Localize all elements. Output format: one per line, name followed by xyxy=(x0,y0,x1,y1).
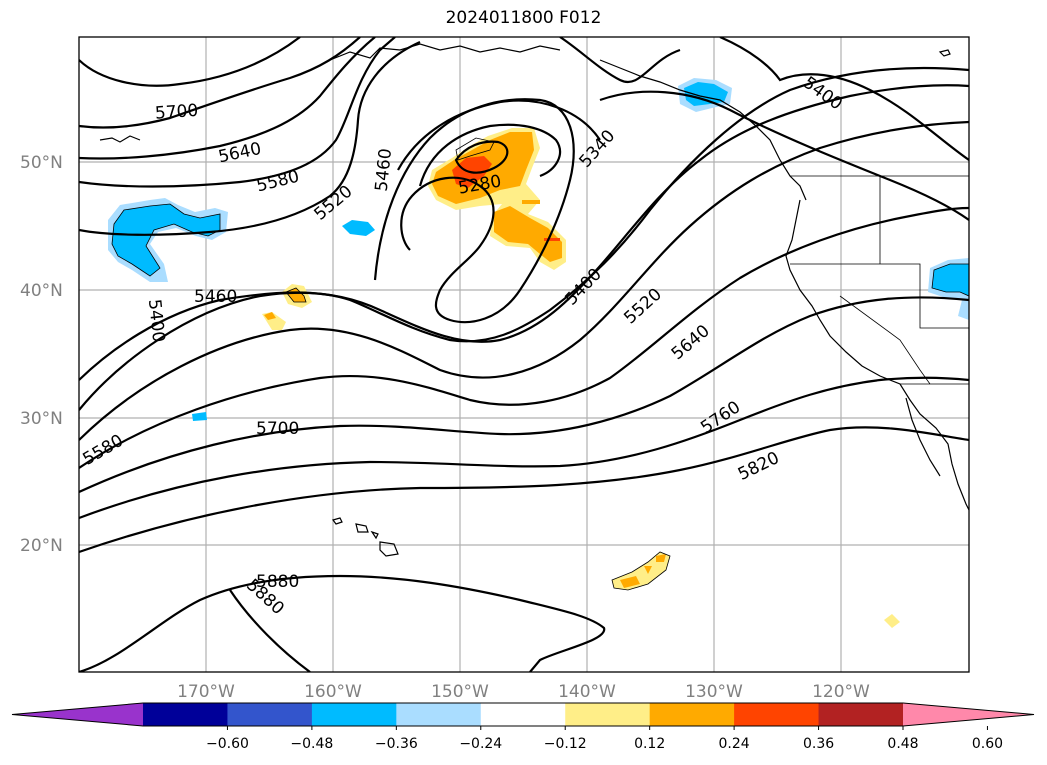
lat-label: 30°N xyxy=(20,409,63,429)
latitude-labels: 50°N 40°N 30°N 20°N xyxy=(20,153,63,556)
colorbar-box xyxy=(143,703,228,726)
colorbar-tick-label: −0.48 xyxy=(290,736,333,752)
orange-patch-2 xyxy=(264,312,276,320)
colorbar-box xyxy=(818,703,904,726)
lat-label: 50°N xyxy=(20,153,63,173)
colorbar-box xyxy=(565,703,651,726)
colorbar-box xyxy=(311,703,397,726)
colorbar-tick-label: −0.36 xyxy=(375,736,418,752)
lon-label: 160°W xyxy=(304,682,362,702)
orange-patch-3 xyxy=(620,576,640,588)
contour-label: 5580 xyxy=(79,431,126,470)
red-streak xyxy=(544,238,560,241)
lon-label: 120°W xyxy=(812,682,870,702)
lon-label: 150°W xyxy=(431,682,489,702)
colorbar: −0.60 −0.48 −0.36 −0.24 −0.12 0.12 0.24 0.36 0.4… xyxy=(11,702,1035,752)
colorbar-extend-high xyxy=(903,703,1034,726)
contour-label: 5880 xyxy=(256,572,299,592)
blue-patch-tiny xyxy=(192,412,207,421)
contour-label: 5340 xyxy=(576,126,620,172)
contour-label: 5460 xyxy=(194,287,237,307)
field-outlines xyxy=(111,137,969,591)
contour-label: 5400 xyxy=(144,298,168,343)
colorbar-box xyxy=(227,703,313,726)
colorbar-box xyxy=(734,703,820,726)
yellow-patch-4 xyxy=(884,614,900,628)
shaded-fields xyxy=(108,78,969,628)
contour-label: 5700 xyxy=(256,419,299,439)
colorbar-box xyxy=(396,703,482,726)
contour-label: 5400 xyxy=(561,265,605,310)
contour-label: 5760 xyxy=(697,397,744,438)
contour-label: 5460 xyxy=(372,147,396,192)
map-frame xyxy=(78,36,970,673)
contour-label: 5640 xyxy=(217,139,263,168)
colorbar-tick-label: 0.60 xyxy=(972,736,1003,752)
lon-label: 130°W xyxy=(685,682,743,702)
colorbar-box xyxy=(480,703,566,726)
colorbar-outline xyxy=(11,702,1035,727)
lat-label: 20°N xyxy=(20,536,63,556)
colorbar-tick-label: 0.24 xyxy=(719,736,750,752)
orange-bit xyxy=(522,200,540,204)
colorbar-tick-label: 0.48 xyxy=(887,736,918,752)
colorbar-box xyxy=(649,703,735,726)
map-title: 2024011800 F012 xyxy=(445,8,602,28)
blue-patch-small xyxy=(342,220,375,236)
blue-patch-east-inner xyxy=(932,264,969,296)
orange-patch-4 xyxy=(656,554,666,562)
height-contours xyxy=(79,37,969,672)
colorbar-tick-label: −0.24 xyxy=(459,736,502,752)
orange-patch-5 xyxy=(644,566,652,574)
colorbar-tick-label: −0.60 xyxy=(206,736,249,752)
contour-label: 5580 xyxy=(255,167,302,197)
colorbar-extend-low xyxy=(12,703,143,726)
blue-patch-west-inner xyxy=(112,204,220,276)
lat-label: 40°N xyxy=(20,281,63,301)
coastlines xyxy=(99,43,969,557)
lon-label: 170°W xyxy=(177,682,235,702)
map-plot-area xyxy=(79,37,969,672)
lon-label: 140°W xyxy=(558,682,616,702)
longitude-labels: 170°W 160°W 150°W 140°W 130°W 120°W xyxy=(177,682,870,702)
colorbar-tick-label: 0.12 xyxy=(634,736,665,752)
borders xyxy=(790,175,969,385)
contour-label: 5700 xyxy=(154,101,199,124)
colorbar-tick-label: 0.36 xyxy=(803,736,834,752)
colorbar-tick-label: −0.12 xyxy=(544,736,587,752)
